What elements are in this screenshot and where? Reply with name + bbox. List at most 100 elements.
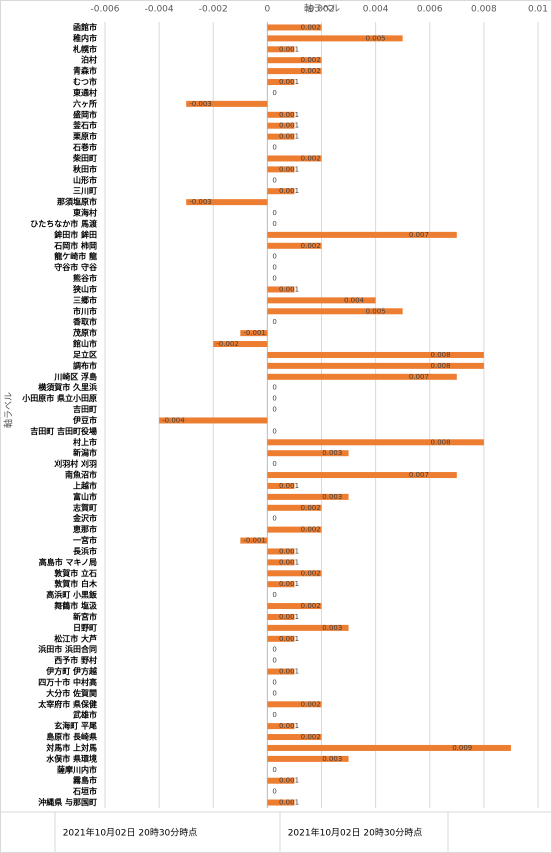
value-label: 0.001 [279,558,299,566]
value-label: 0.004 [344,296,365,304]
value-label: 0.008 [431,351,451,359]
bar [267,155,322,162]
value-label: 0 [272,591,276,599]
value-label: 0 [272,427,276,435]
bar [159,417,268,424]
y-tick-label: 鉾田市 鉾田 [54,229,97,239]
y-tick-label: 四万十市 中村高 [38,677,97,687]
value-label: 0.002 [301,504,321,512]
y-tick-label: 武雄市 [73,710,97,720]
y-tick-label: 敦賀市 白木 [54,579,98,589]
bar [267,526,322,533]
value-label: 0.002 [301,733,321,741]
y-tick-label: 石巻市 [72,142,97,152]
y-tick-label: 東海村 [73,208,97,218]
bar [267,450,349,457]
value-label: 0.003 [322,493,342,501]
y-tick-label: 龍ケ崎市 龍 [54,251,97,261]
value-label: 0.005 [366,307,386,315]
value-label: 0 [272,515,276,523]
value-label: 0.002 [301,154,321,162]
value-label: 0.001 [279,722,299,730]
y-tick-label: 石岡市 柿岡 [53,240,97,250]
bar [267,493,349,500]
value-label: 0.001 [279,799,299,807]
y-tick-label: 新宮市 [73,611,97,621]
y-tick-label: 高島市 マキノ局 [39,557,97,567]
value-label: 0.002 [301,602,321,610]
value-label: 0 [272,209,276,217]
bar [267,613,295,620]
y-tick-label: 伊豆市 [72,415,97,425]
y-tick-label: 志賀町 [73,502,97,512]
x-tick-label: 0.004 [363,5,389,15]
x-tick-label: -0.006 [90,5,119,15]
bar [267,308,403,315]
y-tick-label: 高浜町 小黒飯 [46,590,97,600]
y-tick-label: 玄海町 平尾 [54,721,97,731]
y-tick-label: 新潟市 [73,448,97,458]
value-label: 0.001 [279,777,299,785]
y-axis-title: 軸ラベル [3,392,15,428]
value-label: 0 [272,406,276,414]
x-tick-label: -0.002 [199,5,228,15]
value-label: 0.001 [279,580,299,588]
value-label: 0.008 [431,362,451,370]
bar [267,242,322,249]
bar [267,79,295,86]
value-label: 0.001 [279,547,299,555]
y-tick-label: むつ市 [73,77,97,87]
y-tick-label: 恵那市 [73,524,97,534]
y-tick-label: 柴田町 [72,153,97,163]
x-tick-label: 0.008 [471,5,497,15]
bar [240,537,268,544]
value-label: 0.001 [279,482,299,490]
y-tick-label: 石垣市 [72,786,97,796]
value-label: 0.008 [431,438,451,446]
y-tick-label: 富山市 [73,491,97,501]
bar [267,362,484,369]
y-tick-label: 浜田市 浜田合同 [38,644,97,654]
value-label: 0 [272,766,276,774]
y-tick-label: 調布市 [73,360,97,370]
bar [267,482,295,489]
value-label: 0.002 [301,700,321,708]
y-tick-label: 市川市 [73,306,97,316]
y-tick-label: 守谷市 守谷 [54,262,98,272]
y-tick-label: 茂原市 [73,328,97,338]
y-tick-label: 東通村 [73,87,97,97]
y-tick-label: 盛岡市 [73,109,97,119]
value-label: 0.002 [301,242,321,250]
y-tick-label: 館山市 [72,339,97,349]
value-label: 0.002 [301,569,321,577]
value-label: 0.001 [279,285,299,293]
y-tick-label: 松江市 大芦 [54,633,97,643]
value-label: 0.002 [301,56,321,64]
y-tick-label: 狭山市 [72,284,97,294]
value-label: 0.001 [279,122,299,130]
value-label: 0 [272,384,276,392]
bar [267,57,322,64]
value-label: 0 [272,318,276,326]
bar [186,199,268,206]
value-label: -0.002 [216,340,239,348]
bar [267,286,295,293]
y-tick-label: 吉田町 吉田町役場 [30,426,97,436]
value-label: 0 [272,395,276,403]
y-tick-label: 川崎区 浮島 [53,371,97,381]
y-tick-label: 足立区 [73,349,97,359]
value-label: 0.002 [301,67,321,75]
bar [213,341,268,348]
value-label: 0 [272,711,276,719]
value-label: 0.001 [279,187,299,195]
bar [267,755,349,762]
bar [186,100,268,107]
x-axis-title: 軸ラベル [304,3,340,15]
y-tick-label: 太宰府市 県保健 [37,699,97,709]
value-label: 0 [272,220,276,228]
y-tick-label: 三川町 [73,187,97,196]
bar [267,35,403,42]
value-label: 0 [272,460,276,468]
y-tick-label: 霧島市 [72,775,97,785]
y-tick-label: 島原市 長崎県 [46,732,97,742]
